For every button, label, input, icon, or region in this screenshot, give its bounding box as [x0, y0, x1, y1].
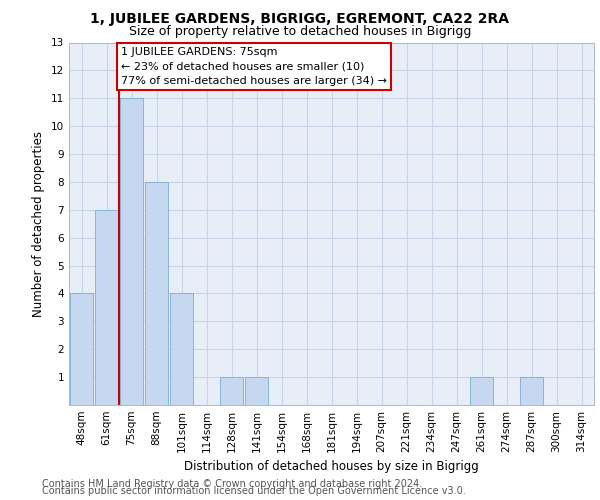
X-axis label: Distribution of detached houses by size in Bigrigg: Distribution of detached houses by size … — [184, 460, 479, 473]
Text: Contains public sector information licensed under the Open Government Licence v3: Contains public sector information licen… — [42, 486, 466, 496]
Bar — [245, 377, 268, 405]
Text: Size of property relative to detached houses in Bigrigg: Size of property relative to detached ho… — [129, 25, 471, 38]
Bar — [470, 377, 493, 405]
Bar — [170, 294, 193, 405]
Text: 1 JUBILEE GARDENS: 75sqm
← 23% of detached houses are smaller (10)
77% of semi-d: 1 JUBILEE GARDENS: 75sqm ← 23% of detach… — [121, 46, 387, 86]
Bar — [120, 98, 143, 405]
Y-axis label: Number of detached properties: Number of detached properties — [32, 130, 46, 317]
Bar — [95, 210, 118, 405]
Bar — [220, 377, 243, 405]
Text: 1, JUBILEE GARDENS, BIGRIGG, EGREMONT, CA22 2RA: 1, JUBILEE GARDENS, BIGRIGG, EGREMONT, C… — [91, 12, 509, 26]
Bar — [145, 182, 168, 405]
Text: Contains HM Land Registry data © Crown copyright and database right 2024.: Contains HM Land Registry data © Crown c… — [42, 479, 422, 489]
Bar — [520, 377, 543, 405]
Bar — [70, 294, 93, 405]
